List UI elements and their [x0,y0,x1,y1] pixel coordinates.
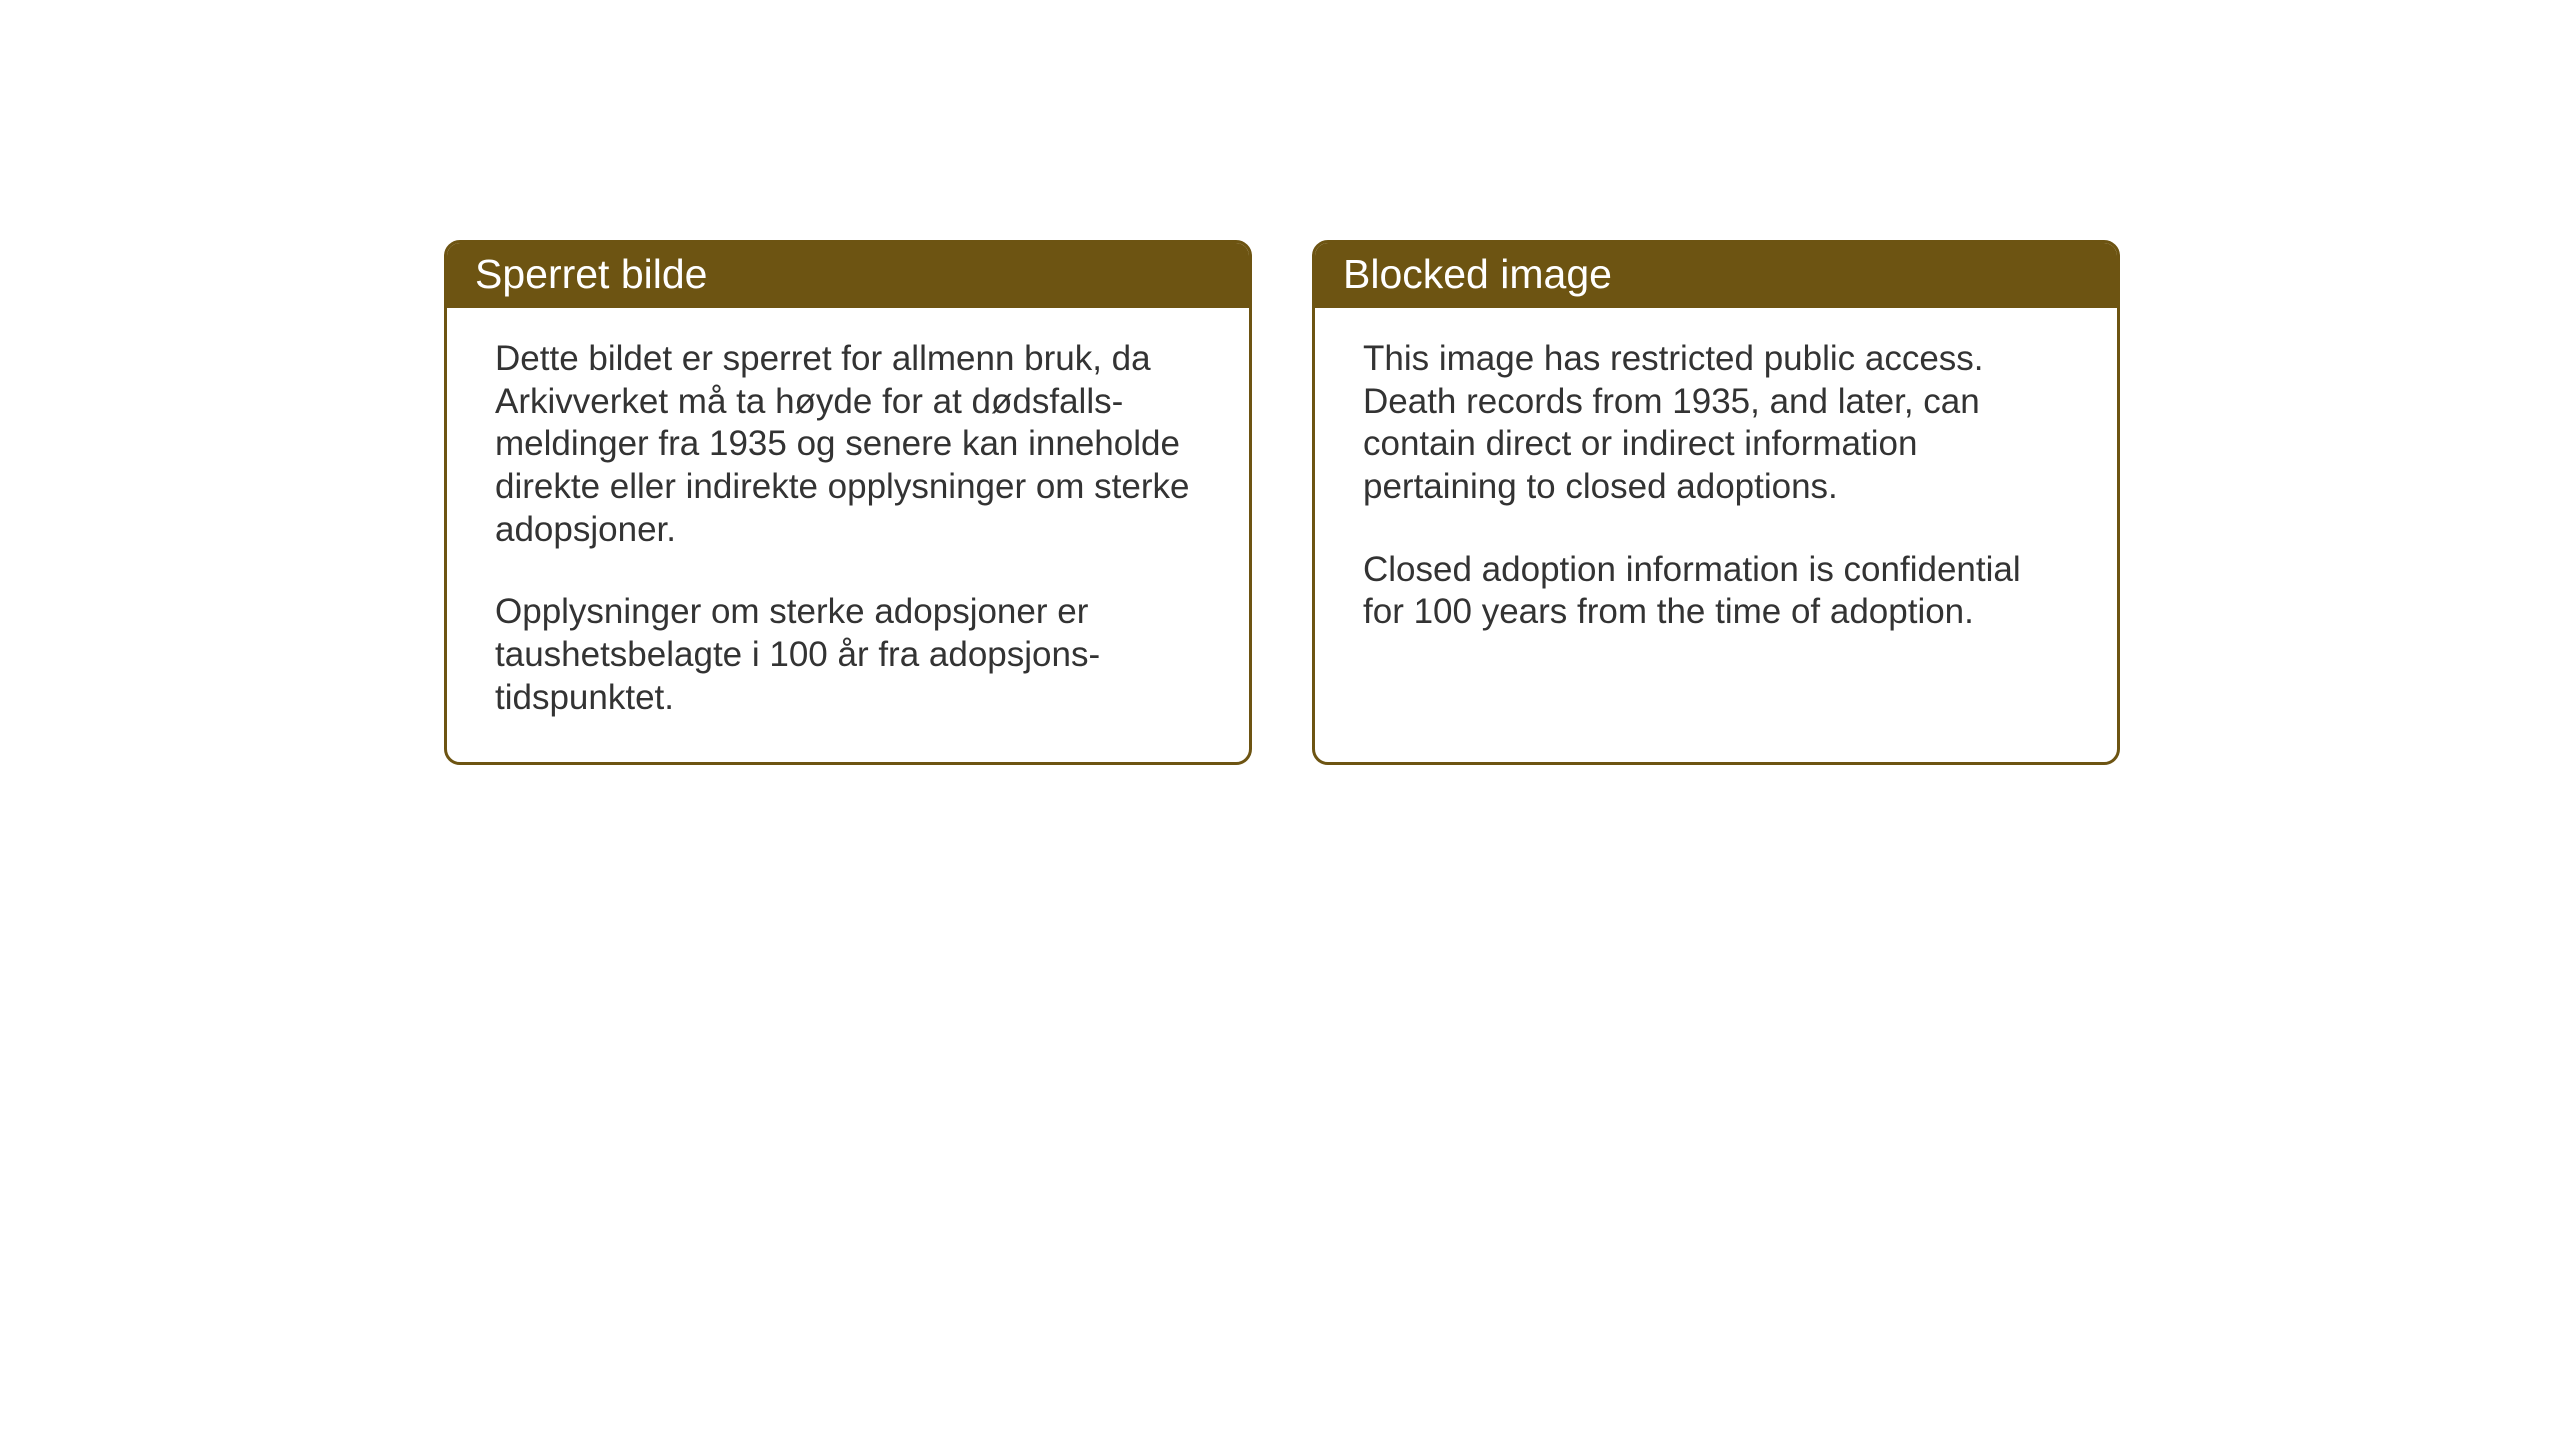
card-body-norwegian: Dette bildet er sperret for allmenn bruk… [447,308,1249,762]
card-header-norwegian: Sperret bilde [447,243,1249,308]
cards-container: Sperret bilde Dette bildet er sperret fo… [444,240,2120,765]
card-body-english: This image has restricted public access.… [1315,308,2117,676]
card-paragraph-2-english: Closed adoption information is confident… [1363,549,2069,634]
card-english: Blocked image This image has restricted … [1312,240,2120,765]
card-norwegian: Sperret bilde Dette bildet er sperret fo… [444,240,1252,765]
card-paragraph-2-norwegian: Opplysninger om sterke adopsjoner er tau… [495,591,1201,719]
card-header-english: Blocked image [1315,243,2117,308]
card-paragraph-1-norwegian: Dette bildet er sperret for allmenn bruk… [495,338,1201,551]
card-paragraph-1-english: This image has restricted public access.… [1363,338,2069,509]
card-title-english: Blocked image [1343,251,1612,297]
card-title-norwegian: Sperret bilde [475,251,707,297]
